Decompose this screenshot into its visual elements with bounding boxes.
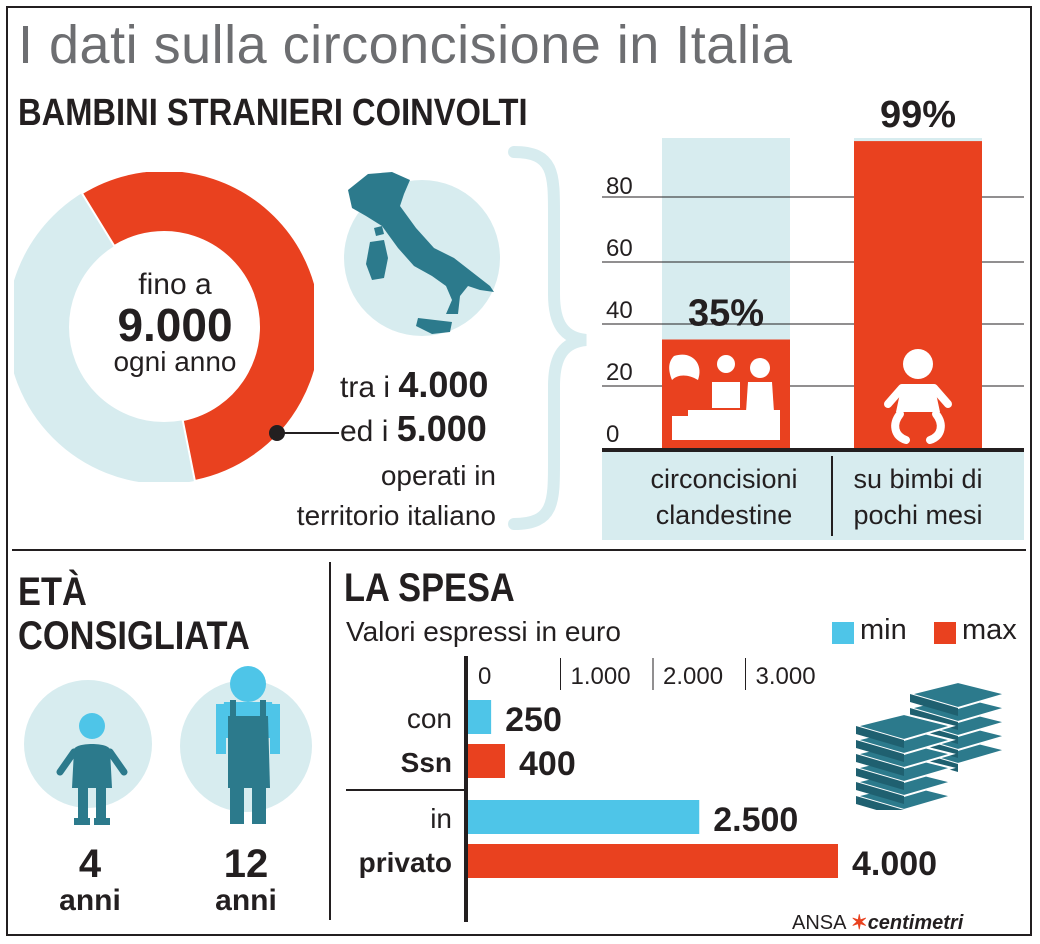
x-tick-label: 1.000 [571, 663, 631, 690]
bar-value-label: 99% [880, 94, 956, 136]
money-bill-front [852, 712, 956, 742]
age-number-1: 4 [78, 842, 102, 886]
operated-prefix2: ed i [340, 415, 389, 448]
baby-icon [884, 349, 952, 444]
category-label: in [430, 803, 452, 834]
donut-chart [14, 172, 314, 482]
legend-swatch-min [832, 622, 854, 644]
bar-max-1 [468, 744, 505, 778]
legend-label-max: max [962, 614, 1017, 646]
age-unit-1: anni [59, 884, 121, 917]
credit-brand: centimetri [867, 912, 964, 934]
donut-hole [72, 235, 256, 419]
x-axis-baseline [602, 448, 1024, 452]
surgery-icon [669, 354, 780, 440]
category-label: clandestine [656, 500, 793, 530]
category-band [602, 452, 1024, 540]
donut-operated-arc [80, 172, 314, 482]
money-stack-icon [852, 680, 1010, 810]
y-tick-label: 80 [606, 173, 633, 200]
eta-heading1: ETÀ [18, 570, 87, 614]
child-icon [24, 680, 152, 825]
section-heading-bambini: BAMBINI STRANIERI COINVOLTI [18, 92, 528, 134]
money-bill-side-back [910, 694, 958, 716]
bar-chart-spesa: 0 1.000 2.000 3.000 250 2.500 400 4.000 con Ssn in… [346, 656, 937, 922]
operated-line4: territorio italiano [296, 500, 496, 531]
money-bill-side-front [856, 768, 904, 790]
spesa-subtitle: Valori espressi in euro [346, 616, 621, 647]
money-bill-side-front [856, 796, 904, 810]
bar-value-label: 400 [519, 745, 576, 783]
credit-agency: ANSA [792, 912, 846, 934]
bar-chart-percent: 0 20 40 60 80 35% 99% circoncisioni clandestine s… [602, 94, 1024, 540]
infographic-frame [6, 6, 1032, 936]
category-label: privato [359, 847, 452, 878]
bar-value-label: 4.000 [852, 845, 937, 883]
bar-value-label: 35% [688, 293, 764, 335]
operated-row1: tra i 4.000 [340, 366, 488, 407]
age-unit-2: anni [215, 884, 277, 917]
curly-brace [508, 146, 587, 530]
y-tick-label: 20 [606, 359, 633, 386]
operated-row2: ed i 5.000 [340, 410, 487, 451]
operated-prefix1: tra i [340, 371, 391, 404]
age-number-2: 12 [223, 842, 269, 886]
donut-total: 9.000 [117, 299, 233, 351]
x-tick-label: 3.000 [756, 663, 816, 690]
credit: ANSA ✶centimetri [792, 910, 963, 935]
eta-heading2: CONSIGLIATA [18, 614, 250, 658]
italy-map-icon [344, 172, 500, 336]
horizontal-divider [12, 549, 1026, 551]
operated-line3: operati in [380, 460, 496, 491]
bar-value-label: 250 [505, 701, 562, 739]
donut-pointer [269, 425, 339, 441]
bar-min-1 [468, 700, 492, 734]
x-tick-label: 0 [478, 663, 491, 690]
y-tick-label: 60 [606, 235, 633, 262]
spesa-heading: LA SPESA [344, 566, 515, 610]
category-label: Ssn [401, 747, 452, 778]
money-bill-side-front [856, 782, 904, 804]
category-label: pochi mesi [853, 500, 982, 530]
legend-swatch-max [934, 622, 956, 644]
category-label: su bimbi di [853, 464, 982, 494]
category-label: con [407, 703, 452, 734]
money-bill-side-front [856, 740, 904, 762]
x-tick-label: 2.000 [663, 663, 723, 690]
operated-value-max: 5.000 [396, 408, 487, 449]
donut-line1: fino a [138, 268, 212, 301]
y-tick-label: 40 [606, 297, 633, 324]
money-bill-side-front [856, 754, 904, 776]
category-label: circoncisioni [650, 464, 797, 494]
bar-max-2 [468, 844, 838, 878]
legend-label-min: min [860, 614, 907, 646]
donut-line3: ogni anno [113, 346, 237, 377]
money-bill-back [906, 680, 1010, 710]
boy-overalls-icon [180, 666, 312, 824]
vertical-divider [329, 562, 331, 920]
y-tick-label: 0 [606, 421, 619, 448]
money-bill-side-front [856, 726, 904, 748]
page-title: I dati sulla circoncisione in Italia [18, 15, 793, 75]
operated-value-min: 4.000 [398, 364, 489, 405]
credit-star-icon: ✶ [850, 912, 868, 934]
bar-min-2 [468, 800, 700, 834]
bar-value-label: 2.500 [713, 801, 798, 839]
